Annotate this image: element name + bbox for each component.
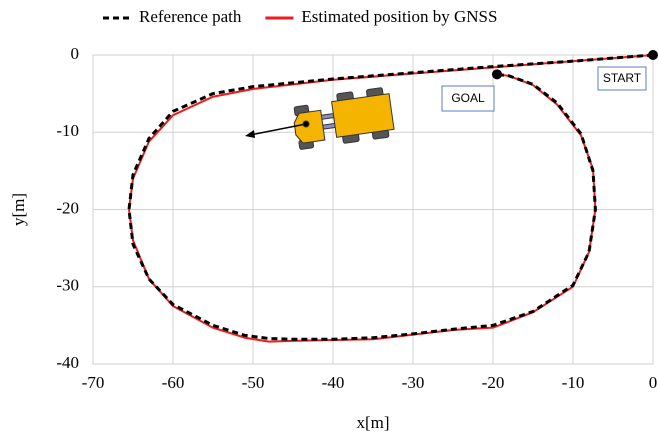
y-axis-label: y[m]: [9, 193, 28, 226]
y-tick-label: -10: [56, 121, 79, 140]
x-tick-label: -30: [402, 373, 425, 392]
legend-label: Estimated position by GNSS: [301, 7, 497, 26]
chart: START GOAL -40 -30 -20 -10 0 -70 -60 -50 -40 -30 -…: [0, 0, 658, 438]
start-point: [648, 50, 658, 60]
legend-label: Reference path: [139, 7, 242, 26]
tractor-icon: [245, 87, 395, 150]
y-tick-label: -30: [56, 276, 79, 295]
y-tick-label: -20: [56, 198, 79, 217]
series-line: [129, 55, 653, 342]
x-tick-label: -70: [82, 373, 105, 392]
x-tick-label: -20: [482, 373, 505, 392]
x-tick-label: -50: [242, 373, 265, 392]
goal-label: GOAL: [451, 91, 485, 105]
series-line: [129, 55, 653, 339]
x-tick-label: 0: [649, 373, 658, 392]
x-tick-label: -40: [322, 373, 345, 392]
goal-point: [492, 69, 502, 79]
y-tick-label: 0: [71, 44, 80, 63]
y-tick-label: -40: [56, 353, 79, 372]
x-tick-label: -60: [162, 373, 185, 392]
x-tick-label: -10: [562, 373, 585, 392]
start-label: START: [603, 71, 642, 85]
x-axis-label: x[m]: [356, 413, 389, 432]
